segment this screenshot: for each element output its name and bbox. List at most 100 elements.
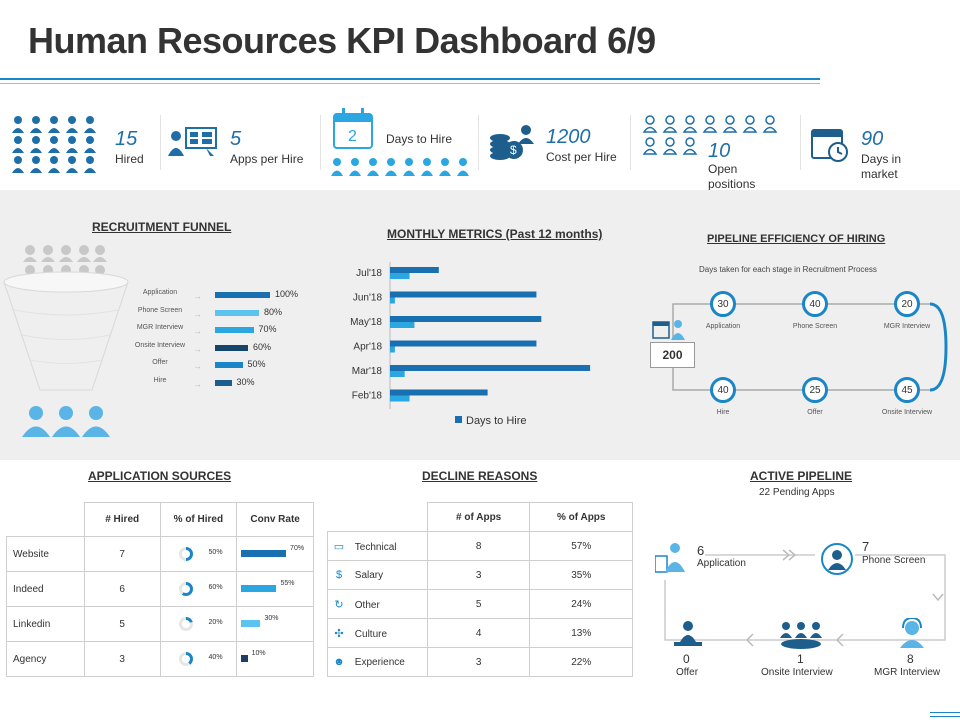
funnel-stage-label: Phone Screen — [137, 306, 183, 314]
title-rule-thin — [0, 83, 820, 84]
refresh-icon: ↻ — [334, 598, 344, 611]
days-in-market-label-2: market — [861, 167, 898, 181]
pipeline-eff-stage-value: 30 — [710, 291, 736, 317]
pipeline-eff-stage-label: Offer — [807, 409, 823, 416]
open-positions-people-icon — [642, 115, 778, 155]
funnel-stage-label: Offer — [152, 359, 168, 366]
pipeline-eff-stage-label: MGR Interview — [883, 323, 931, 330]
cost-per-hire-value: 1200 — [546, 126, 591, 148]
pipeline-eff-subtitle: Days taken for each stage in Recruitment… — [699, 265, 877, 274]
source-conv-cell: 10% — [236, 641, 314, 677]
table-row: ▭ Technical 8 57% — [327, 531, 633, 561]
source-pct-cell: 40% — [159, 641, 238, 677]
source-pct-cell: 60% — [159, 571, 238, 607]
ap-onsite-value: 1 — [797, 652, 804, 666]
funnel-pct: 50% — [247, 359, 266, 369]
ap-mgr-value: 8 — [907, 652, 914, 666]
source-name: Agency — [6, 641, 85, 677]
apps-per-hire-value: 5 — [230, 128, 242, 150]
calendar-icon — [333, 108, 373, 149]
middle-band — [0, 190, 960, 460]
table-row: ☻ Experience 3 22% — [327, 647, 633, 677]
decline-name: Technical — [354, 541, 397, 553]
pct-donut — [178, 547, 193, 561]
source-hired: 3 — [83, 641, 161, 677]
decline-name: Experience — [354, 657, 405, 668]
col-pct-hired: % of Hired — [159, 502, 238, 537]
ap-onsite-label: Onsite Interview — [761, 667, 833, 678]
kpi-strip: 15 Hired 5 Apps per Hire 2 Days to Hire — [0, 100, 960, 191]
funnel-pct: 80% — [264, 306, 283, 317]
decline-name-cell: ☻ Experience — [327, 647, 428, 677]
legend-swatch — [455, 416, 462, 423]
onsite-group-icon — [780, 622, 822, 649]
open-positions-value: 10 — [708, 140, 731, 162]
monitor-icon: ▭ — [333, 540, 345, 553]
footer-rule-2 — [930, 716, 960, 717]
funnel-pct: 30% — [236, 376, 255, 387]
source-hired: 6 — [83, 571, 161, 607]
decline-name: Culture — [354, 628, 388, 640]
application-person-icon — [655, 543, 685, 573]
source-pct: 50% — [208, 549, 223, 556]
ap-phone-value: 7 — [862, 539, 870, 554]
ap-offer-value: 0 — [683, 652, 690, 666]
source-hired: 7 — [83, 536, 161, 572]
col-pct-apps: % of Apps — [529, 502, 633, 532]
chart-tick-label: Jul'18 — [356, 268, 382, 279]
source-name: Website — [6, 536, 85, 572]
decline-name-cell: ↻ Other — [327, 589, 428, 619]
decline-pct: 35% — [529, 560, 633, 590]
funnel-stage-label: MGR Interview — [136, 324, 184, 331]
offer-person-icon — [674, 621, 702, 646]
decline-title: DECLINE REASONS — [422, 469, 538, 483]
chart-tick-label: Jun'18 — [353, 293, 383, 304]
days-to-hire-label: Days to Hire — [386, 132, 453, 146]
source-pct: 60% — [208, 584, 223, 591]
decline-pct: 22% — [529, 647, 633, 677]
network-icon: ✣ — [334, 627, 344, 640]
decline-name: Other — [354, 599, 380, 611]
decline-pct: 57% — [529, 531, 633, 561]
funnel-bar — [215, 309, 259, 316]
decline-name: Salary — [354, 570, 384, 581]
funnel-bar — [215, 379, 232, 386]
funnel-pct: 60% — [253, 341, 272, 352]
table-row: Linkedin 5 20% 30% — [6, 606, 314, 642]
funnel-title: RECRUITMENT FUNNEL — [92, 220, 232, 234]
decline-name-cell: $ Salary — [327, 560, 428, 590]
pipeline-eff-stage-value: 20 — [894, 291, 920, 317]
col-conv-rate: Conv Rate — [236, 502, 314, 537]
decline-pct: 13% — [529, 618, 633, 648]
pct-donut — [178, 617, 193, 631]
decline-name-cell: ✣ Culture — [327, 618, 428, 648]
pipeline-eff-stage-value: 40 — [802, 291, 828, 317]
pipeline-eff-stage-value: 25 — [802, 377, 828, 403]
table-row: Website 7 50% 70% — [6, 536, 314, 572]
calendar-clock-icon — [811, 129, 848, 162]
source-conv: 70% — [290, 545, 305, 552]
phone-screen-icon — [821, 543, 853, 575]
money-coins-icon: $ — [490, 125, 534, 160]
pipeline-eff-total: 200 — [650, 342, 695, 368]
chart-bar-series-2 — [390, 340, 537, 347]
decline-name-cell: ▭ Technical — [327, 531, 428, 561]
pipeline-eff-stage-value: 40 — [710, 377, 736, 403]
chart-bar-days-to-hire — [390, 395, 410, 402]
source-name: Indeed — [6, 571, 85, 607]
cost-per-hire-label: Cost per Hire — [546, 150, 617, 164]
svg-text:$: $ — [510, 143, 517, 157]
decline-apps: 5 — [426, 589, 531, 619]
funnel-bar — [215, 292, 270, 298]
active-pipeline-title: ACTIVE PIPELINE — [750, 469, 853, 483]
decline-table: # of Apps % of Apps ▭ Technical 8 57% $ … — [327, 502, 633, 677]
funnel-pct: 100% — [275, 289, 299, 299]
funnel-bar — [215, 362, 243, 368]
funnel-bar — [215, 344, 248, 351]
pipeline-eff-path — [672, 302, 948, 392]
title-rule — [0, 78, 820, 80]
col-num-apps: # of Apps — [426, 502, 531, 532]
funnel-stage-label: Hire — [153, 376, 167, 384]
decline-pct: 24% — [529, 589, 633, 619]
head-icon: ☻ — [333, 656, 345, 668]
